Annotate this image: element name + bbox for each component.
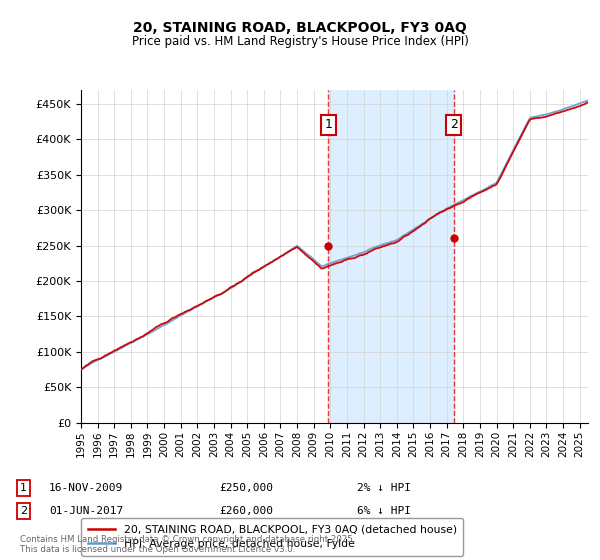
Text: 2% ↓ HPI: 2% ↓ HPI: [357, 483, 411, 493]
Text: 20, STAINING ROAD, BLACKPOOL, FY3 0AQ: 20, STAINING ROAD, BLACKPOOL, FY3 0AQ: [133, 21, 467, 35]
Text: 6% ↓ HPI: 6% ↓ HPI: [357, 506, 411, 516]
Text: £250,000: £250,000: [219, 483, 273, 493]
Text: £260,000: £260,000: [219, 506, 273, 516]
Bar: [328, 90, 454, 423]
Text: 2: 2: [20, 506, 27, 516]
Text: Contains HM Land Registry data © Crown copyright and database right 2025.
This d: Contains HM Land Registry data © Crown c…: [20, 535, 355, 554]
Text: 1: 1: [325, 118, 332, 131]
Text: 2: 2: [450, 118, 458, 131]
Text: 1: 1: [20, 483, 27, 493]
Text: Price paid vs. HM Land Registry's House Price Index (HPI): Price paid vs. HM Land Registry's House …: [131, 35, 469, 48]
Text: 01-JUN-2017: 01-JUN-2017: [49, 506, 124, 516]
Text: 16-NOV-2009: 16-NOV-2009: [49, 483, 124, 493]
Legend: 20, STAINING ROAD, BLACKPOOL, FY3 0AQ (detached house), HPI: Average price, deta: 20, STAINING ROAD, BLACKPOOL, FY3 0AQ (d…: [82, 518, 463, 556]
